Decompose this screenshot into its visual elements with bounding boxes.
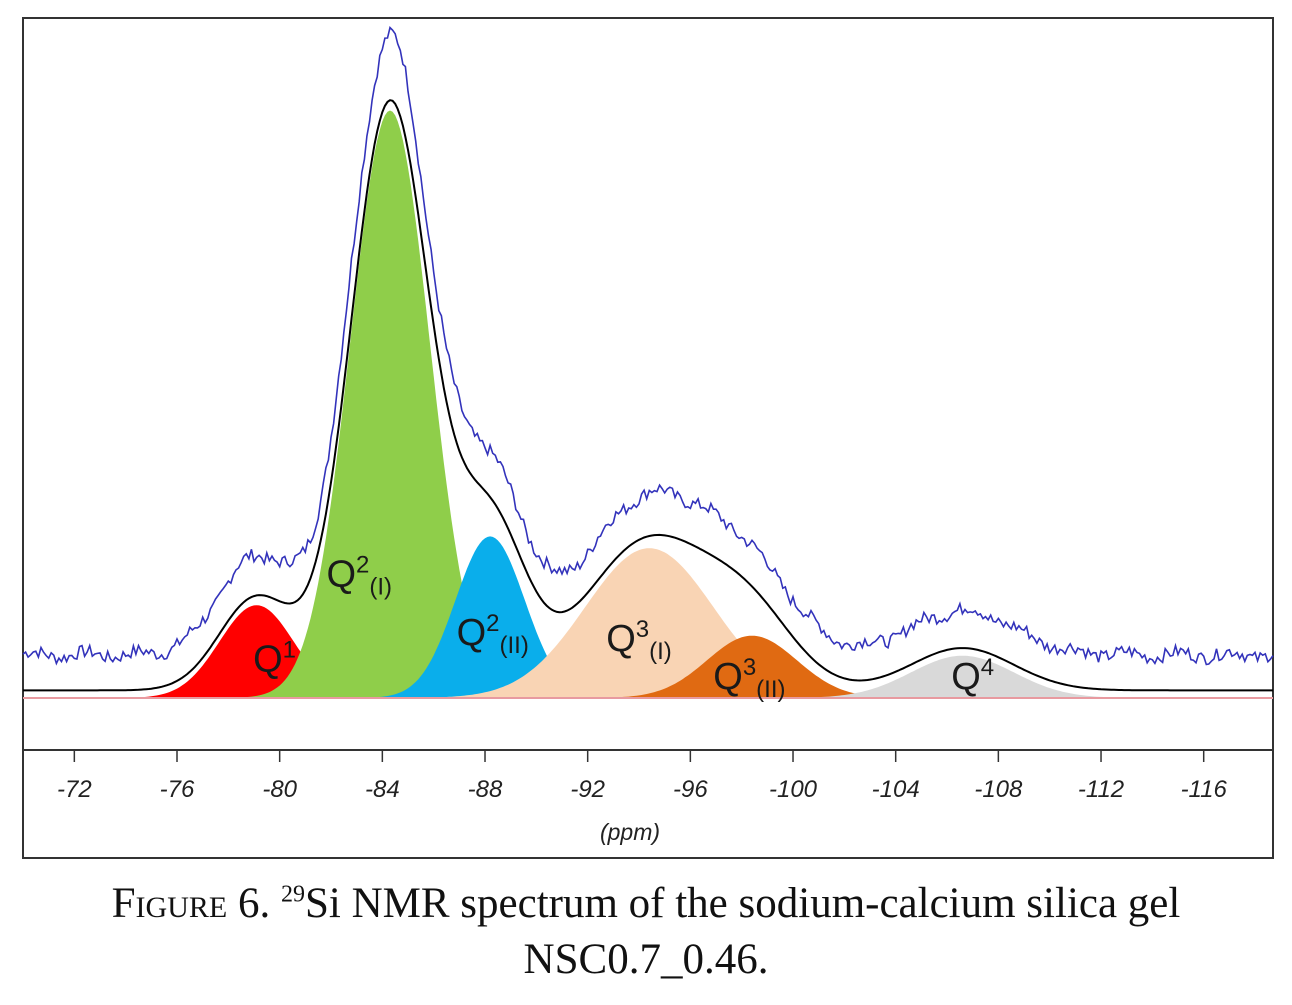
x-tick-label: -92 bbox=[570, 776, 605, 803]
figure-caption: Figure 6. 29Si NMR spectrum of the sodiu… bbox=[0, 876, 1292, 988]
x-axis-ticks: -72 -76 -80 -84 -88 -92 -96 -100 -104 -108 -112 -11… bbox=[57, 750, 1227, 803]
component-peak-q4 bbox=[23, 655, 1273, 698]
x-tick-label: -88 bbox=[468, 776, 503, 803]
caption-line-2: NSC0.7_0.46. bbox=[523, 936, 769, 983]
x-tick-label: -76 bbox=[160, 776, 195, 803]
peak-label-q3i: Q3(I) bbox=[606, 616, 672, 665]
peak-label-q2i: Q2(I) bbox=[326, 551, 392, 600]
fitted-components bbox=[23, 110, 1273, 698]
x-tick-label: -96 bbox=[673, 776, 708, 803]
figure-number: Figure 6. bbox=[111, 880, 271, 927]
peak-label-q2ii: Q2(II) bbox=[457, 610, 529, 659]
component-peak-q3i bbox=[23, 548, 1273, 698]
x-tick-label: -108 bbox=[974, 776, 1023, 803]
x-axis-title: (ppm) bbox=[600, 819, 660, 845]
x-tick-label: -84 bbox=[365, 776, 400, 803]
caption-text-1: Si NMR spectrum of the sodium-calcium si… bbox=[304, 880, 1181, 927]
x-tick-label: -116 bbox=[1181, 776, 1228, 803]
x-tick-label: -104 bbox=[872, 776, 920, 803]
x-tick-label: -72 bbox=[57, 776, 92, 803]
peak-label-q3ii: Q3(II) bbox=[713, 654, 785, 703]
component-peak-q1 bbox=[23, 605, 1273, 698]
peak-labels: Q1 Q2(I) Q2(II) Q3(I) Q3(II) Q4 bbox=[253, 551, 994, 703]
peak-label-q1: Q1 bbox=[253, 637, 296, 681]
fit-curve bbox=[23, 99, 1273, 692]
nmr-spectrum-chart: -72 -76 -80 -84 -88 -92 -96 -100 -104 -108 -112 -11… bbox=[22, 17, 1274, 859]
plot-border bbox=[22, 17, 1274, 859]
peak-label-q4: Q4 bbox=[951, 654, 994, 698]
x-tick-label: -112 bbox=[1078, 776, 1124, 803]
experimental-curve bbox=[22, 26, 1274, 666]
isotope-superscript: 29 bbox=[280, 881, 305, 908]
caption-line-1: Figure 6. 29Si NMR spectrum of the sodiu… bbox=[0, 876, 1292, 932]
x-tick-label: -100 bbox=[769, 776, 818, 803]
component-peak-q2i bbox=[23, 110, 1273, 698]
x-tick-label: -80 bbox=[262, 776, 297, 803]
